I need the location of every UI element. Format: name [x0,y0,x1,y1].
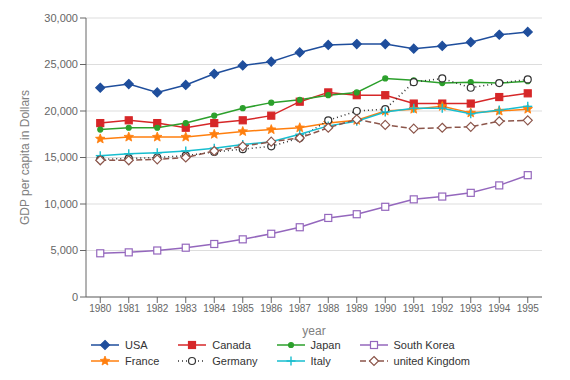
svg-text:1987: 1987 [289,303,312,314]
svg-text:1988: 1988 [317,303,340,314]
svg-text:1980: 1980 [89,303,112,314]
svg-text:5,000: 5,000 [50,244,78,256]
svg-text:1993: 1993 [460,303,483,314]
svg-text:1983: 1983 [175,303,198,314]
html-text:united Kingdom: united Kingdom [393,355,470,367]
svg-text:1989: 1989 [346,303,369,314]
html-text:France: France [125,355,160,367]
html-text:Japan: Japan [310,339,341,351]
svg-text:10,000: 10,000 [44,198,78,210]
html-text:South Korea: South Korea [393,339,455,351]
svg-text:30,000: 30,000 [44,12,78,24]
svg-text:20,000: 20,000 [44,105,78,117]
svg-text:1986: 1986 [260,303,283,314]
svg-text:15,000: 15,000 [44,151,78,163]
svg-text:25,000: 25,000 [44,58,78,70]
svg-text:1985: 1985 [232,303,255,314]
svg-text:1994: 1994 [488,303,511,314]
svg-text:1995: 1995 [517,303,540,314]
svg-text:GDP per capita in Dollars: GDP per capita in Dollars [18,90,32,225]
svg-text:1984: 1984 [203,303,226,314]
html-text:Germany: Germany [212,355,258,367]
svg-text:1990: 1990 [374,303,397,314]
html-text:Italy: Italy [310,355,331,367]
svg-text:0: 0 [72,291,78,303]
svg-text:1991: 1991 [403,303,426,314]
svg-text:1981: 1981 [118,303,141,314]
html-text:Canada: Canada [212,339,251,351]
svg-text:1982: 1982 [146,303,169,314]
svg-text:1992: 1992 [431,303,454,314]
svg-text:year: year [302,324,325,338]
html-text:USA: USA [125,339,148,351]
